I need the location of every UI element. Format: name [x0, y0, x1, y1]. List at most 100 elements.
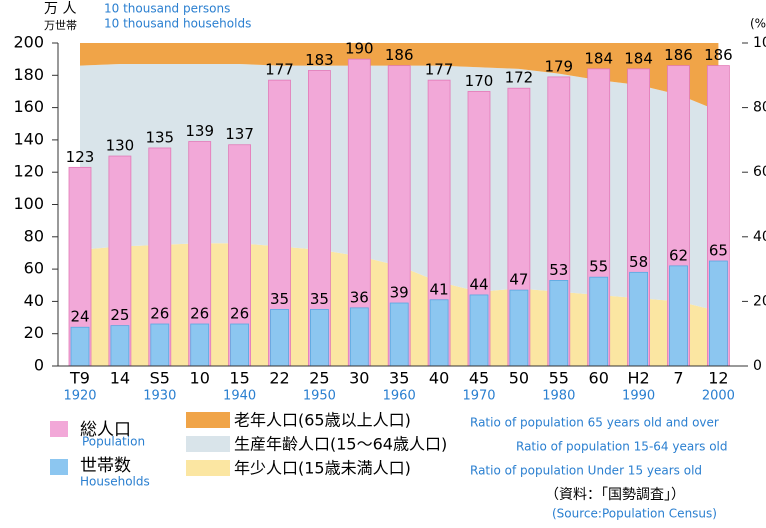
population-label: 170	[465, 72, 494, 90]
y2-tick-label: 100	[753, 35, 766, 51]
x-tick-label: 14	[110, 369, 130, 388]
household-label: 55	[589, 258, 608, 276]
legend-label: 生産年齢人口(15〜64歳人口)	[234, 435, 447, 454]
household-label: 35	[270, 290, 289, 308]
area	[80, 43, 719, 111]
household-label: 47	[509, 271, 528, 289]
population-label: 179	[544, 57, 573, 75]
y-tick-label: 180	[13, 65, 44, 84]
y2-tick-label: 40	[753, 229, 766, 245]
y-unit-label2: 万世帯	[44, 19, 77, 32]
population-label: 139	[185, 122, 214, 140]
household-bar	[549, 280, 569, 367]
x-tick-label: 40	[429, 369, 449, 388]
legend-swatch	[186, 412, 230, 428]
year-label: 1980	[542, 389, 575, 404]
household-bar	[509, 289, 529, 367]
household-label: 35	[310, 290, 329, 308]
year-label: 1920	[63, 389, 96, 404]
household-label: 41	[430, 280, 449, 298]
household-label: 39	[390, 284, 409, 302]
y2-unit-label: (%)	[750, 17, 766, 31]
x-tick-label: 7	[673, 369, 683, 388]
household-bar	[589, 276, 609, 367]
year-label: 1990	[622, 389, 655, 404]
household-bar	[270, 309, 289, 367]
year-label: 1940	[223, 389, 256, 404]
y2-tick-label: 60	[753, 164, 766, 180]
x-tick-label: 12	[708, 369, 728, 388]
legend-swatch	[186, 436, 230, 452]
legend-label-en: Households	[80, 475, 150, 489]
year-label: 1930	[143, 389, 176, 404]
y-tick-label: 0	[34, 356, 44, 375]
household-bar	[629, 271, 648, 367]
y-tick-label: 20	[24, 323, 44, 342]
population-label: 177	[425, 61, 454, 79]
y-tick-label: 60	[24, 259, 44, 278]
x-tick-label: 55	[549, 369, 569, 388]
household-label: 26	[230, 305, 249, 323]
year-label: 1950	[303, 389, 336, 404]
household-label: 44	[469, 275, 488, 293]
year-label: 1970	[462, 389, 495, 404]
x-tick-label: 10	[190, 369, 210, 388]
x-tick-label: 45	[469, 369, 489, 388]
legend-swatch	[50, 459, 68, 475]
household-bar	[469, 294, 489, 367]
population-label: 123	[66, 148, 95, 166]
household-bar	[190, 323, 210, 367]
population-label: 184	[624, 49, 653, 67]
household-bar	[110, 325, 130, 367]
legend-label-en: Ratio of population 65 years old and ove…	[470, 416, 719, 430]
x-tick-label: 15	[229, 369, 249, 388]
y-unit-label: 万 人	[44, 1, 76, 17]
household-label: 58	[629, 253, 648, 271]
legend-label: 世帯数	[80, 456, 131, 476]
household-bar	[389, 302, 409, 367]
x-tick-label: 25	[309, 369, 329, 388]
bar-layer	[68, 58, 730, 367]
population-label: 186	[385, 46, 414, 64]
y-tick-label: 80	[24, 226, 44, 245]
x-tick-label: T9	[69, 369, 90, 388]
y-tick-label: 160	[13, 97, 44, 116]
year-label: 1960	[383, 389, 416, 404]
population-label: 177	[265, 61, 294, 79]
x-tick-label: 22	[269, 369, 289, 388]
population-label: 184	[584, 49, 613, 67]
population-label: 172	[505, 69, 534, 87]
y-tick-label: 100	[13, 194, 44, 213]
population-label: 190	[345, 40, 374, 58]
household-bar	[429, 299, 449, 367]
x-tick-label: H2	[627, 369, 649, 388]
population-label: 183	[305, 51, 334, 69]
y2-tick-label: 20	[753, 293, 766, 309]
population-label: 135	[145, 128, 174, 146]
household-label: 26	[150, 305, 169, 323]
household-label: 26	[190, 305, 209, 323]
legend-label-en: Population	[82, 435, 145, 449]
y-tick-label: 140	[13, 129, 44, 148]
legend-label: 老年人口(65歳以上人口)	[234, 411, 411, 430]
household-bar	[709, 260, 728, 367]
x-tick-label: 50	[509, 369, 529, 388]
population-label: 137	[225, 125, 254, 143]
source: （資料：「国勢調査」）	[545, 487, 685, 503]
household-bar	[150, 323, 170, 367]
x-tick-label: 35	[389, 369, 409, 388]
household-label: 25	[110, 306, 129, 324]
household-label: 36	[350, 288, 369, 306]
year-label: 2000	[702, 389, 735, 404]
legend-swatch	[186, 460, 230, 476]
legend-swatch	[50, 421, 68, 437]
household-bar	[349, 307, 369, 367]
population-label: 186	[704, 46, 733, 64]
x-tick-label: S5	[150, 369, 170, 388]
household-label: 53	[549, 261, 568, 279]
household-bar	[669, 265, 688, 367]
y-unit-en: 10 thousand persons	[104, 2, 230, 16]
household-bar	[70, 326, 90, 367]
y-tick-label: 120	[13, 162, 44, 181]
